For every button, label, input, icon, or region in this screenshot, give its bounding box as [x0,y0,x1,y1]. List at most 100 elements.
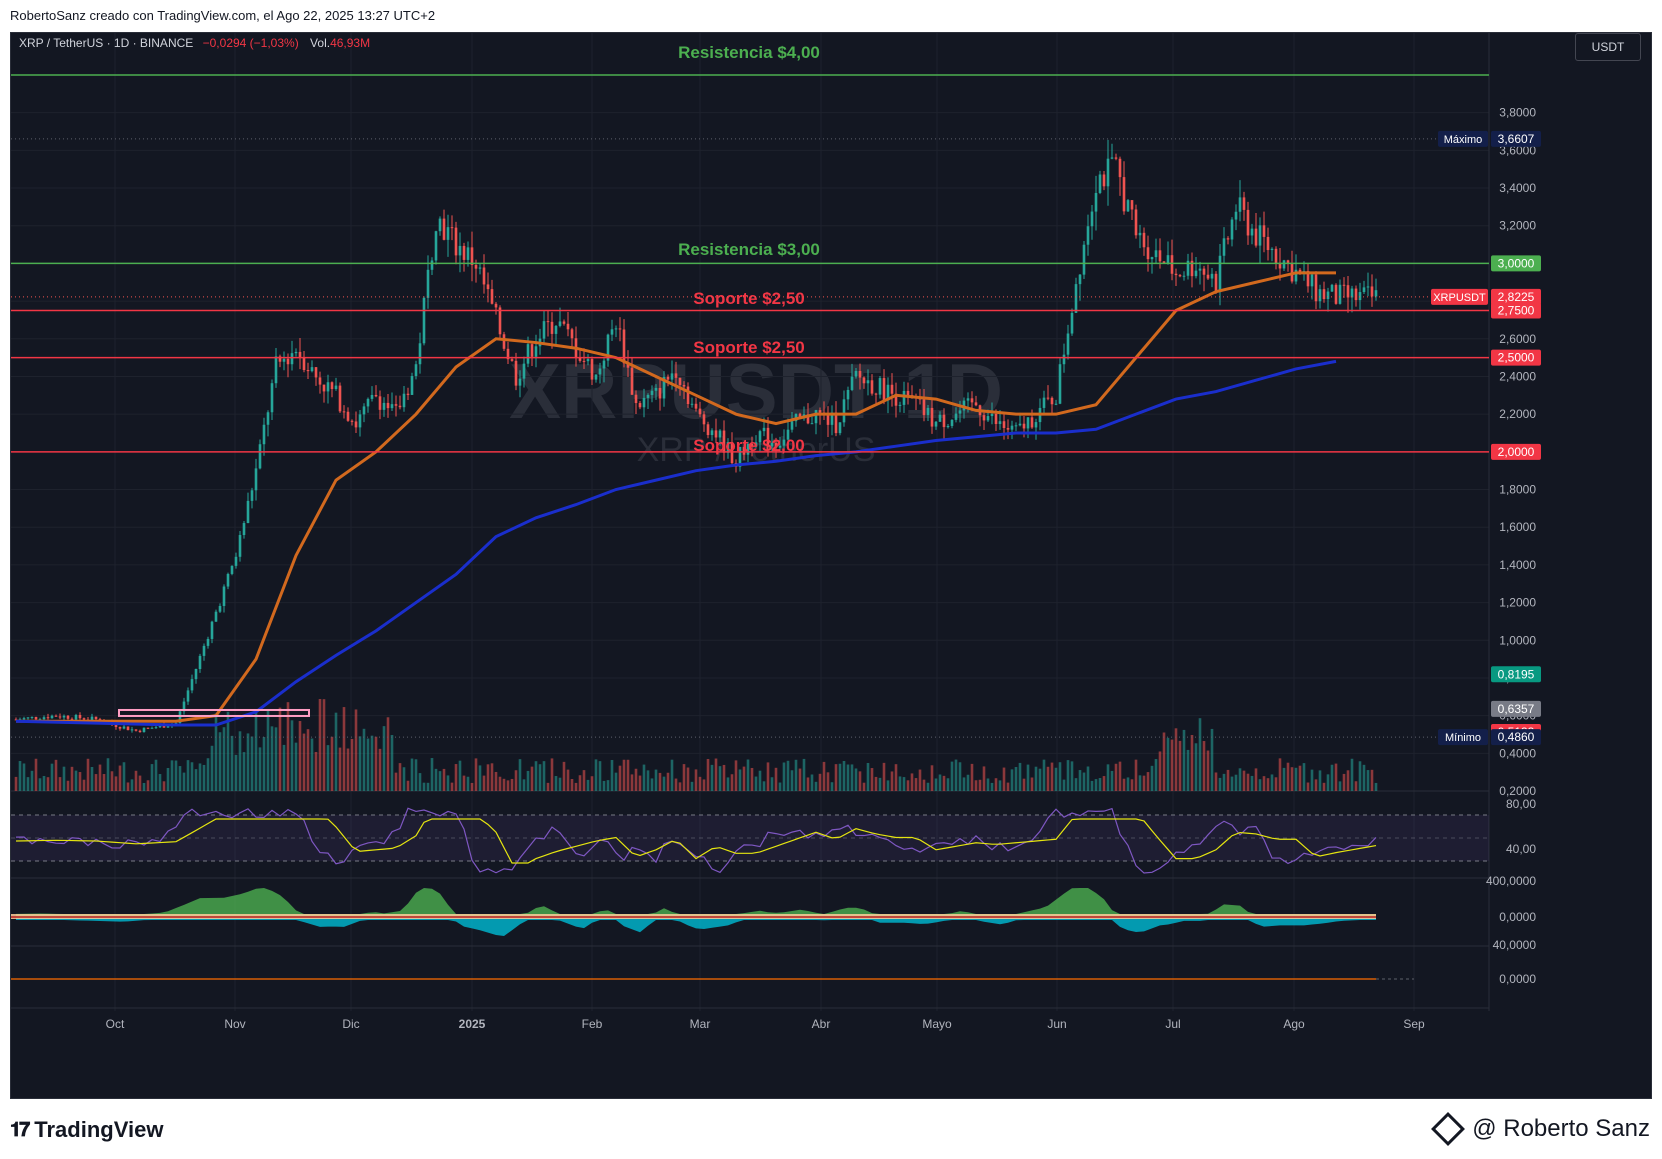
candle-body [434,231,438,261]
volume-bar [442,768,446,791]
volume-bar [34,758,38,791]
candle-body [506,348,510,360]
candle-body [1334,284,1338,304]
candle-body [1178,275,1182,277]
volume-bar [206,758,210,791]
chart-credit: RobertoSanz creado con TradingView.com, … [0,0,1662,32]
candle-body [546,321,550,323]
candle-body [154,727,158,729]
volume-bar [858,771,862,791]
price-tag-value: 3,0000 [1498,256,1535,270]
volume-label: Vol. [310,36,331,50]
candle-body [1098,174,1102,193]
volume-bar [978,779,982,791]
candle-body [1086,226,1090,245]
volume-bar [770,777,774,791]
candle-body [1358,292,1362,301]
candle-body [38,719,42,721]
volume-bar [1002,767,1006,791]
volume-bar [686,767,690,791]
candle-body [1166,255,1170,264]
volume-value: 46,93M [330,36,371,50]
candle-body [670,373,674,380]
candle-body [318,377,322,385]
candle-body [1366,286,1370,288]
volume-bar [230,735,234,791]
volume-bar [1022,778,1026,791]
candle-body [146,727,150,729]
candle-body [442,218,446,240]
volume-bar [1374,782,1378,791]
rsi-tick: 40,00 [1506,842,1536,856]
candle-body [118,726,122,729]
candle-body [246,500,250,524]
price-tag [1491,700,1541,717]
candle-body [630,367,634,395]
candle-body [1298,269,1302,273]
volume-bar [250,736,254,791]
volume-bar [654,769,658,791]
candle-body [1030,417,1034,428]
volume-bar [618,765,622,791]
price-tag-label: XRPUSDT [1433,292,1486,304]
candle-body [114,724,118,727]
candle-body [482,267,486,285]
volume-bar [738,769,742,791]
candle-body [518,378,522,386]
candle-body [314,367,318,378]
currency-button[interactable]: USDT [1575,33,1641,61]
volume-bar [274,727,278,791]
candle-body [578,357,582,361]
x-tick-label: Nov [224,1017,245,1031]
candle-body [1150,257,1154,260]
volume-bar [1170,739,1174,791]
volume-bar [882,762,886,791]
volume-bar [1354,781,1358,791]
candle-body [1058,364,1062,404]
volume-bar [650,778,654,791]
x-tick-label: Feb [582,1017,603,1031]
volume-bar [850,764,854,791]
candle-body [1198,268,1202,271]
candle-body [202,645,206,656]
candle-body [1354,288,1358,301]
volume-bar [1142,775,1146,791]
candle-body [1154,250,1158,258]
candle-body [426,269,430,298]
candle-body [258,444,262,469]
volume-bar [134,770,138,791]
candle-body [1090,211,1094,227]
volume-bar [218,732,222,791]
candle-body [1126,200,1130,212]
range-box [118,708,310,717]
candle-body [378,396,382,410]
candle-body [790,421,794,430]
author-name: @ Roberto Sanz [1472,1115,1650,1142]
volume-bar [1106,764,1110,791]
chart-panel[interactable]: XRPUSDT 1D XRP / TetherUS 3,8000 3,6000 3,40… [10,32,1652,1099]
volume-bar [86,758,90,791]
candle-body [662,376,666,399]
volume-bar [222,727,226,791]
candle-body [1162,261,1166,264]
macd-positive-area [16,888,1376,917]
tradingview-logo[interactable]: 𝟏𝟕 TradingView [10,1117,163,1143]
volume-bar [486,764,490,791]
volume-bar [350,738,354,791]
candle-body [886,384,890,401]
candle-body [362,406,366,415]
candle-body [706,424,710,436]
volume-bar [1278,758,1282,791]
candle-body [122,726,126,729]
candle-body [1042,397,1046,408]
volume-bar [506,780,510,791]
candle-body [1294,269,1298,282]
tradingview-icon: 𝟏𝟕 [10,1118,30,1141]
volume-bar [866,762,870,791]
candle-body [718,430,722,438]
macd-negative-area [16,917,1376,936]
volume-bar [54,759,58,791]
volume-bar [58,777,62,791]
price-tag [1491,288,1541,305]
